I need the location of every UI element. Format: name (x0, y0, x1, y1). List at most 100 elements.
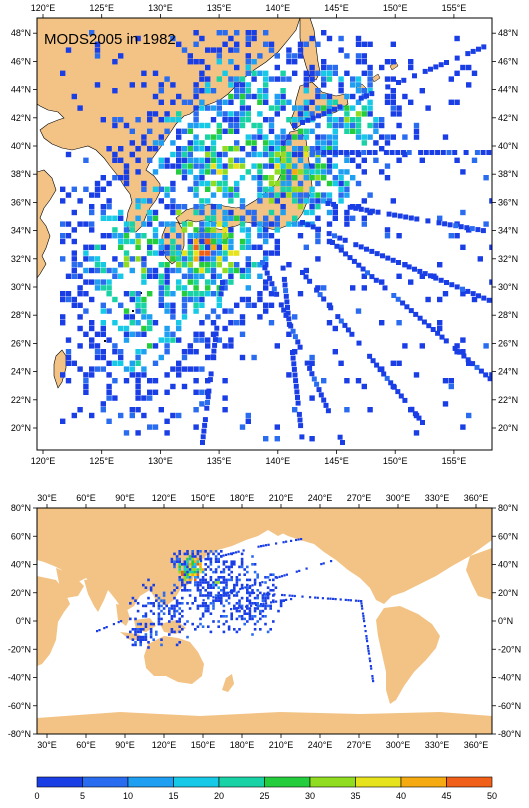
regional-obs-cell (257, 296, 263, 303)
regional-obs-cell (384, 76, 391, 82)
global-obs-cell (209, 612, 213, 615)
regional-track-cell (487, 376, 492, 382)
global-obs-cell (217, 565, 220, 569)
regional-obs-cell (361, 105, 367, 111)
regional-obs-cell (402, 343, 408, 349)
global-lon-tick-label: 240°E (308, 740, 333, 750)
regional-obs-cell (280, 88, 286, 94)
regional-track-cell (481, 44, 487, 50)
global-obs-cell (246, 596, 249, 600)
global-obs-cell (194, 576, 197, 579)
global-obs-cell (227, 578, 231, 582)
global-track-cell (239, 587, 242, 591)
regional-obs-cell (390, 88, 396, 94)
regional-track-cell (353, 242, 359, 248)
regional-obs-cell (170, 238, 176, 245)
regional-obs-cell (135, 407, 141, 413)
regional-obs-cell (199, 401, 205, 407)
global-track-cell (265, 602, 268, 605)
regional-lat-tick-label: 32°N (11, 254, 31, 264)
regional-obs-cell (199, 273, 205, 279)
regional-obs-cell (176, 366, 182, 372)
global-obs-cell (212, 599, 215, 602)
regional-obs-cell (71, 238, 77, 245)
regional-obs-cell (152, 378, 159, 384)
regional-obs-cell (384, 140, 391, 146)
regional-obs-cell (379, 122, 385, 129)
regional-obs-cell (355, 53, 362, 59)
regional-obs-cell (344, 128, 350, 134)
global-obs-cell (248, 586, 252, 589)
global-obs-cell (191, 565, 194, 569)
regional-obs-cell (274, 198, 280, 204)
global-obs-cell (191, 552, 194, 556)
regional-track-cell (453, 223, 459, 229)
regional-obs-cell (210, 209, 217, 216)
regional-obs-cell (210, 273, 217, 279)
regional-obs-cell (454, 233, 460, 239)
land-australia (144, 636, 204, 684)
global-obs-cell (220, 570, 223, 574)
global-obs-cell (191, 602, 194, 605)
regional-obs-cell (216, 163, 222, 169)
regional-obs-cell (274, 157, 280, 163)
global-obs-cell (272, 578, 275, 582)
regional-obs-cell (158, 296, 164, 303)
regional-obs-cell (176, 169, 182, 175)
regional-obs-cell (350, 157, 356, 163)
regional-obs-cell (181, 204, 188, 210)
global-obs-cell (170, 630, 174, 634)
regional-obs-cell (187, 267, 193, 274)
global-obs-cell (170, 604, 174, 608)
regional-obs-cell (77, 273, 83, 279)
regional-obs-cell (367, 407, 373, 413)
regional-obs-cell (181, 47, 188, 53)
regional-obs-cell (199, 227, 205, 233)
regional-obs-cell (274, 244, 280, 250)
regional-obs-cell (379, 117, 385, 123)
land-europe-wrap (466, 548, 492, 600)
regional-obs-cell (152, 227, 159, 233)
global-obs-cell (173, 615, 176, 618)
regional-obs-cell (234, 82, 240, 88)
regional-track-cell (365, 270, 370, 276)
global-obs-cell (175, 586, 179, 589)
regional-obs-cell (100, 244, 106, 250)
regional-obs-cell (315, 204, 321, 210)
regional-obs-cell (228, 215, 234, 221)
regional-obs-cell (205, 163, 211, 169)
regional-obs-cell (152, 250, 159, 256)
regional-obs-cell (176, 262, 182, 268)
global-track-cell (367, 650, 370, 653)
regional-obs-cell (489, 244, 492, 250)
regional-track-cell (292, 334, 298, 340)
global-track-cell (103, 627, 106, 630)
regional-obs-cell (118, 215, 124, 221)
regional-obs-cell (170, 99, 176, 105)
global-obs-cell (178, 612, 181, 615)
global-observation-cells (96, 538, 375, 683)
global-obs-cell (207, 583, 210, 587)
regional-obs-cell (234, 320, 240, 326)
regional-track-cell (388, 380, 394, 386)
regional-obs-cell (106, 267, 112, 274)
global-obs-cell (199, 604, 202, 608)
regional-obs-cell (234, 140, 240, 146)
global-obs-cell (157, 596, 161, 600)
regional-obs-cell (245, 169, 251, 175)
regional-obs-cell (286, 262, 292, 268)
regional-obs-cell (205, 215, 211, 221)
regional-obs-cell (158, 99, 164, 105)
global-obs-cell (199, 557, 202, 561)
global-obs-cell (222, 604, 226, 608)
regional-obs-cell (268, 76, 275, 82)
global-obs-cell (194, 599, 197, 602)
regional-obs-cell (344, 105, 350, 111)
global-track-cell (202, 599, 205, 602)
regional-obs-cell (216, 128, 222, 134)
regional-track-cell (435, 330, 441, 336)
regional-obs-cell (94, 82, 101, 88)
regional-obs-cell (135, 215, 141, 221)
regional-obs-cell (106, 395, 112, 401)
global-track-cell (339, 598, 342, 601)
